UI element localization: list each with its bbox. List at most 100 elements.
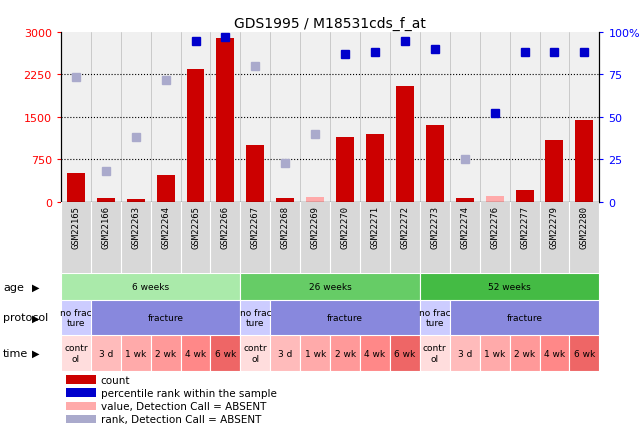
Text: 1 wk: 1 wk	[125, 349, 146, 358]
Bar	[66, 401, 96, 410]
Bar	[420, 300, 450, 335]
Text: GSM22274: GSM22274	[460, 206, 469, 249]
Bar	[91, 300, 240, 335]
Bar	[510, 335, 540, 371]
Text: count: count	[101, 375, 130, 385]
Text: 3 d: 3 d	[458, 349, 472, 358]
Bar	[210, 335, 240, 371]
Bar	[240, 274, 420, 300]
Bar	[569, 335, 599, 371]
Bar	[515, 191, 533, 202]
Bar	[390, 335, 420, 371]
Text: no frac
ture: no frac ture	[240, 308, 271, 327]
Bar	[450, 300, 599, 335]
Text: 26 weeks: 26 weeks	[309, 283, 351, 291]
Text: 1 wk: 1 wk	[304, 349, 326, 358]
Text: value, Detection Call = ABSENT: value, Detection Call = ABSENT	[101, 401, 266, 411]
Text: 3 d: 3 d	[99, 349, 113, 358]
Bar	[66, 375, 96, 384]
Bar	[271, 300, 420, 335]
Text: fracture: fracture	[327, 313, 363, 322]
Text: contr
ol: contr ol	[423, 344, 447, 363]
Text: 2 wk: 2 wk	[335, 349, 356, 358]
Bar	[217, 39, 235, 202]
Text: 6 wk: 6 wk	[394, 349, 415, 358]
Text: ▶: ▶	[31, 282, 39, 292]
Bar	[545, 140, 563, 202]
Text: ▶: ▶	[31, 313, 39, 322]
Bar	[61, 274, 240, 300]
Text: 2 wk: 2 wk	[514, 349, 535, 358]
Bar	[246, 146, 264, 202]
Bar	[97, 199, 115, 202]
Bar	[271, 335, 300, 371]
Bar	[67, 174, 85, 202]
Text: GSM22266: GSM22266	[221, 206, 230, 249]
Text: ▶: ▶	[31, 349, 39, 358]
Text: 6 wk: 6 wk	[574, 349, 595, 358]
Text: 4 wk: 4 wk	[544, 349, 565, 358]
Bar	[420, 274, 599, 300]
Text: GSM22279: GSM22279	[550, 206, 559, 249]
Bar	[450, 335, 479, 371]
Bar	[66, 414, 96, 423]
Bar	[456, 199, 474, 202]
Text: 52 weeks: 52 weeks	[488, 283, 531, 291]
Text: GSM22272: GSM22272	[401, 206, 410, 249]
Text: GSM22265: GSM22265	[191, 206, 200, 249]
Text: GSM22273: GSM22273	[430, 206, 439, 249]
Bar	[300, 335, 330, 371]
Text: 2 wk: 2 wk	[155, 349, 176, 358]
Text: GSM22269: GSM22269	[311, 206, 320, 249]
Text: protocol: protocol	[3, 313, 49, 322]
Text: percentile rank within the sample: percentile rank within the sample	[101, 388, 277, 398]
Bar	[240, 335, 271, 371]
Bar	[61, 300, 91, 335]
Bar	[540, 335, 569, 371]
Text: fracture: fracture	[506, 313, 542, 322]
Text: GSM22270: GSM22270	[340, 206, 349, 249]
Text: GSM22268: GSM22268	[281, 206, 290, 249]
Bar	[486, 197, 504, 202]
Bar	[366, 135, 384, 202]
Text: time: time	[3, 349, 28, 358]
Title: GDS1995 / M18531cds_f_at: GDS1995 / M18531cds_f_at	[234, 16, 426, 30]
Text: 4 wk: 4 wk	[185, 349, 206, 358]
Bar	[336, 137, 354, 202]
Text: age: age	[3, 282, 24, 292]
Bar	[240, 300, 271, 335]
Bar	[396, 86, 414, 202]
Text: 1 wk: 1 wk	[484, 349, 505, 358]
Text: GSM22276: GSM22276	[490, 206, 499, 249]
Bar	[187, 69, 204, 202]
Bar	[420, 335, 450, 371]
Text: GSM22277: GSM22277	[520, 206, 529, 249]
Bar	[121, 335, 151, 371]
Text: rank, Detection Call = ABSENT: rank, Detection Call = ABSENT	[101, 414, 261, 424]
Bar	[276, 199, 294, 202]
Text: 3 d: 3 d	[278, 349, 292, 358]
Text: no frac
ture: no frac ture	[419, 308, 451, 327]
Bar	[127, 200, 145, 202]
Bar	[360, 335, 390, 371]
Text: GSM22280: GSM22280	[580, 206, 589, 249]
Text: 4 wk: 4 wk	[365, 349, 385, 358]
Text: GSM22263: GSM22263	[131, 206, 140, 249]
Text: 6 weeks: 6 weeks	[132, 283, 169, 291]
Bar	[576, 120, 594, 202]
Bar	[91, 335, 121, 371]
Text: GSM22166: GSM22166	[101, 206, 110, 249]
Text: GSM22267: GSM22267	[251, 206, 260, 249]
Bar	[330, 335, 360, 371]
Bar	[66, 388, 96, 397]
Text: no frac
ture: no frac ture	[60, 308, 92, 327]
Bar	[61, 335, 91, 371]
Bar	[426, 126, 444, 202]
Text: fracture: fracture	[147, 313, 183, 322]
Text: contr
ol: contr ol	[64, 344, 88, 363]
Bar	[156, 175, 174, 202]
Text: GSM22264: GSM22264	[161, 206, 170, 249]
Text: contr
ol: contr ol	[244, 344, 267, 363]
Bar	[151, 335, 181, 371]
Bar	[181, 335, 210, 371]
